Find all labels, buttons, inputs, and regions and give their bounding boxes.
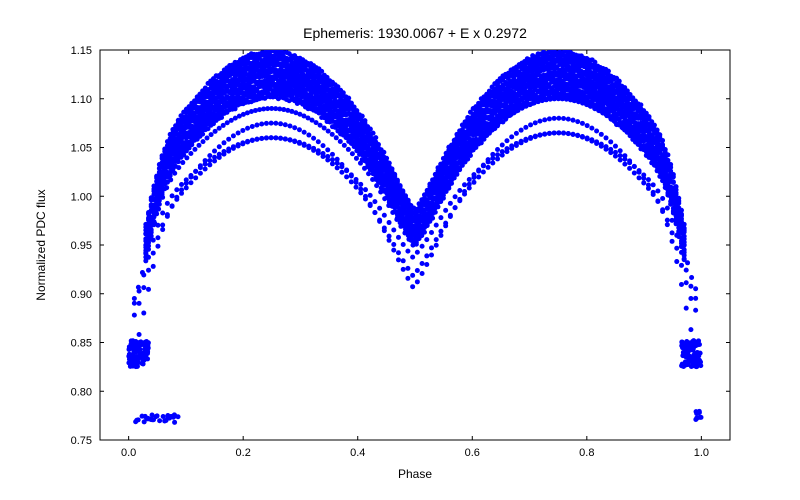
phase-flux-scatter: 0.0 0.2 0.4 0.6 0.8 1.0 0.75 0.80 0.85 0.90 0.95 1.…	[0, 0, 800, 500]
y-tick-label: 0.75	[71, 435, 92, 447]
y-tick-label: 1.00	[71, 191, 92, 203]
y-axis-label: Normalized PDC flux	[34, 189, 48, 300]
y-tick-label: 1.05	[71, 143, 92, 155]
x-tick-label: 0.0	[121, 447, 136, 459]
y-tick-label: 1.10	[71, 94, 92, 106]
chart-title: Ephemeris: 1930.0067 + E x 0.2972	[303, 25, 527, 41]
x-tick-label: 1.0	[694, 447, 709, 459]
x-tick-label: 0.8	[579, 447, 594, 459]
chart-container: 0.0 0.2 0.4 0.6 0.8 1.0 0.75 0.80 0.85 0.90 0.95 1.…	[0, 0, 800, 500]
y-tick-label: 0.95	[71, 240, 92, 252]
y-tick-label: 0.85	[71, 338, 92, 350]
x-tick-label: 0.6	[465, 447, 480, 459]
x-axis-label: Phase	[398, 467, 432, 481]
y-tick-label: 0.80	[71, 386, 92, 398]
x-tick-label: 0.2	[236, 447, 251, 459]
x-tick-label: 0.4	[350, 447, 365, 459]
data-points	[126, 48, 703, 425]
y-tick-label: 0.90	[71, 289, 92, 301]
y-tick-label: 1.15	[71, 45, 92, 57]
